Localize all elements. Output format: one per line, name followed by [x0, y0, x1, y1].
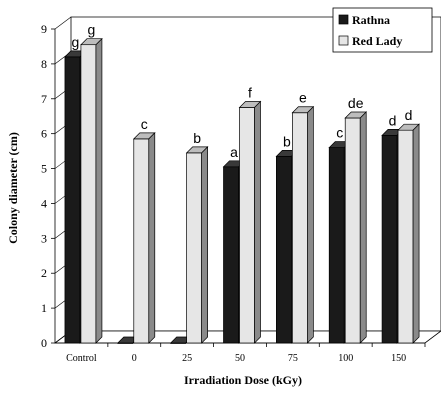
bar-side — [148, 132, 156, 344]
bar — [291, 105, 315, 344]
y-tick-label: 7 — [41, 92, 47, 106]
bar-front — [223, 166, 239, 344]
bar — [344, 111, 368, 344]
y-tick-label: 0 — [41, 336, 47, 350]
y-tick-label: 2 — [41, 266, 47, 280]
x-axis-ticks: Control 0 25 50 75 100 150 — [66, 343, 426, 364]
significance-label: g — [72, 34, 80, 50]
y-tick-label: 8 — [41, 57, 47, 71]
y-tick-label: 3 — [41, 231, 47, 245]
x-tick-label: 25 — [182, 353, 192, 364]
bar-front — [80, 44, 97, 344]
significance-label: g — [88, 22, 96, 38]
significance-label: d — [405, 107, 413, 123]
bar-front — [186, 152, 202, 344]
bar — [397, 123, 420, 344]
bar-front — [276, 155, 292, 344]
bar-series — [64, 37, 420, 344]
legend-label: Rathna — [352, 13, 390, 27]
x-tick-label: 50 — [235, 353, 245, 364]
legend-box — [332, 7, 433, 53]
legend-swatch — [338, 35, 349, 46]
x-tick-label: 100 — [338, 353, 353, 364]
bar-side — [412, 123, 420, 344]
significance-label: d — [389, 112, 397, 128]
x-tick-label: 75 — [288, 353, 298, 364]
y-tick-label: 5 — [41, 162, 47, 176]
x-tick-label: 150 — [391, 353, 406, 364]
x-axis-title: Irradiation Dose (kGy) — [184, 373, 302, 387]
bar-side — [201, 146, 208, 344]
significance-label: b — [193, 130, 201, 146]
bar — [132, 132, 156, 344]
x-tick-label: 0 — [132, 353, 137, 364]
significance-label: a — [230, 144, 238, 160]
bar-side — [95, 37, 103, 344]
bar — [80, 37, 103, 344]
y-tick-label: 4 — [41, 196, 47, 210]
bar-front — [292, 112, 308, 344]
bar-side — [359, 111, 367, 344]
bar-front — [344, 117, 361, 344]
significance-label: de — [348, 95, 364, 111]
significance-label: c — [141, 116, 148, 132]
significance-label: f — [248, 85, 252, 101]
legend-swatch — [338, 14, 349, 25]
legend: Rathna Red Lady — [332, 7, 433, 53]
y-wall-line — [54, 16, 72, 30]
bar-side — [307, 105, 314, 344]
y-axis-ticks: 0 1 2 3 4 5 6 7 8 9 — [41, 16, 72, 350]
bar-front — [397, 129, 414, 344]
bar-side — [254, 100, 261, 344]
bar-front — [64, 56, 81, 344]
y-axis-title: Colony diameter (cm) — [6, 132, 20, 244]
significance-label: c — [336, 125, 343, 141]
bar-front — [133, 138, 150, 344]
y-tick-label: 6 — [41, 127, 47, 141]
x-tick-label: Control — [66, 353, 97, 364]
bar-front — [239, 107, 255, 344]
y-tick-label: 9 — [41, 22, 47, 36]
bar — [238, 100, 262, 344]
legend-label: Red Lady — [352, 34, 402, 48]
bar — [185, 146, 209, 344]
bar-front — [328, 147, 345, 344]
significance-label: e — [299, 90, 307, 106]
bar-front — [381, 135, 398, 344]
significance-label: b — [283, 133, 291, 149]
y-tick-label: 1 — [41, 301, 47, 315]
